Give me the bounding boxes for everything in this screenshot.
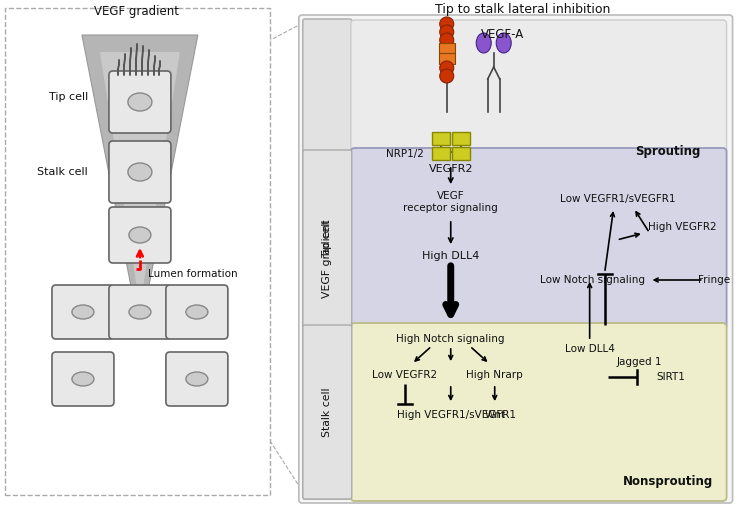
Text: Tip to stalk lateral inhibition: Tip to stalk lateral inhibition: [435, 4, 610, 16]
FancyBboxPatch shape: [302, 19, 352, 499]
FancyBboxPatch shape: [452, 147, 470, 160]
FancyBboxPatch shape: [432, 132, 450, 145]
Ellipse shape: [476, 33, 491, 53]
Text: VEGFR2: VEGFR2: [428, 164, 473, 174]
FancyBboxPatch shape: [52, 285, 114, 339]
Text: Fringe: Fringe: [698, 275, 729, 285]
Ellipse shape: [128, 163, 152, 181]
Ellipse shape: [72, 372, 94, 386]
Ellipse shape: [129, 305, 151, 319]
FancyBboxPatch shape: [109, 71, 171, 133]
Ellipse shape: [129, 227, 151, 243]
Text: Wnt: Wnt: [484, 410, 505, 420]
Text: High DLL4: High DLL4: [422, 251, 479, 261]
Circle shape: [439, 17, 453, 31]
Text: Tip cell: Tip cell: [49, 92, 88, 102]
FancyBboxPatch shape: [351, 148, 726, 329]
Polygon shape: [100, 52, 180, 307]
FancyBboxPatch shape: [302, 150, 352, 327]
Text: Stalk cell: Stalk cell: [38, 167, 88, 177]
Text: Lumen formation: Lumen formation: [148, 269, 238, 279]
Text: Nonsprouting: Nonsprouting: [623, 474, 712, 487]
Text: Sprouting: Sprouting: [635, 145, 700, 159]
FancyBboxPatch shape: [439, 43, 455, 54]
Text: VEGF gradient: VEGF gradient: [94, 5, 180, 18]
Text: VEGF-A: VEGF-A: [481, 28, 524, 42]
Ellipse shape: [496, 33, 512, 53]
FancyBboxPatch shape: [166, 285, 228, 339]
FancyBboxPatch shape: [351, 323, 726, 501]
FancyBboxPatch shape: [439, 53, 455, 64]
Text: High VEGFR1/sVEGFR1: High VEGFR1/sVEGFR1: [397, 410, 516, 420]
Text: High Nrarp: High Nrarp: [467, 370, 523, 380]
Ellipse shape: [128, 93, 152, 111]
Text: Low DLL4: Low DLL4: [565, 344, 615, 354]
Text: NRP1/2: NRP1/2: [386, 149, 424, 159]
Text: High Notch signaling: High Notch signaling: [397, 334, 505, 344]
Circle shape: [439, 25, 453, 39]
Text: Jagged 1: Jagged 1: [617, 357, 662, 367]
Text: VEGF gradient: VEGF gradient: [322, 220, 332, 298]
FancyBboxPatch shape: [351, 20, 726, 156]
FancyBboxPatch shape: [109, 141, 171, 203]
FancyBboxPatch shape: [302, 325, 352, 499]
Text: Low VEGFR1/sVEGFR1: Low VEGFR1/sVEGFR1: [560, 194, 676, 204]
Text: Low VEGFR2: Low VEGFR2: [372, 370, 437, 380]
Text: High VEGFR2: High VEGFR2: [648, 222, 716, 232]
Text: Stalk cell: Stalk cell: [322, 387, 332, 437]
Text: VEGF
receptor signaling: VEGF receptor signaling: [403, 191, 498, 213]
FancyBboxPatch shape: [5, 8, 270, 495]
FancyBboxPatch shape: [452, 132, 470, 145]
FancyBboxPatch shape: [109, 285, 171, 339]
Circle shape: [439, 69, 453, 83]
Text: Tip cell: Tip cell: [322, 220, 332, 258]
FancyBboxPatch shape: [52, 352, 114, 406]
Ellipse shape: [186, 305, 208, 319]
Circle shape: [439, 61, 453, 75]
Polygon shape: [82, 35, 198, 332]
FancyBboxPatch shape: [166, 352, 228, 406]
Ellipse shape: [72, 305, 94, 319]
FancyBboxPatch shape: [432, 147, 450, 160]
FancyBboxPatch shape: [299, 15, 732, 503]
Circle shape: [439, 33, 453, 47]
Text: Low Notch signaling: Low Notch signaling: [540, 275, 645, 285]
FancyBboxPatch shape: [109, 207, 171, 263]
Text: SIRT1: SIRT1: [657, 372, 685, 382]
Ellipse shape: [186, 372, 208, 386]
